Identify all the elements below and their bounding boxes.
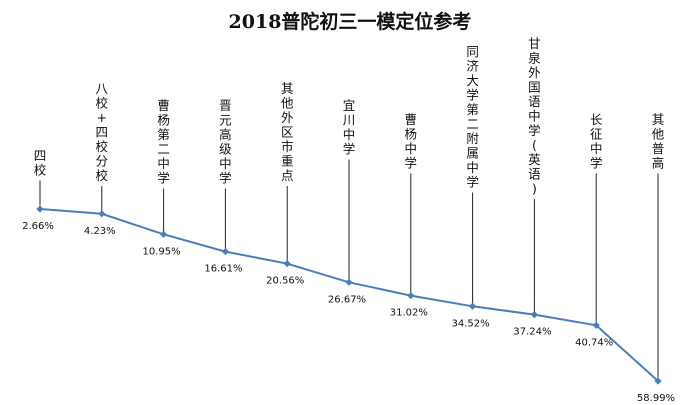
data-point bbox=[345, 278, 353, 286]
series bbox=[36, 205, 662, 385]
category-label: 同济大学第二附属中学 bbox=[466, 44, 479, 190]
value-labels: 2.66% 4.23% 10.95% 16.61% 20.56% 26.67% 31.02%… bbox=[22, 221, 675, 404]
leader-lines bbox=[39, 159, 659, 378]
category-label: 曹杨中学 bbox=[405, 112, 418, 171]
data-point bbox=[36, 205, 44, 213]
data-label: 16.61% bbox=[204, 264, 242, 275]
category-labels: 四校 八校+四校分校 曹杨第二中学 晋元高级中学 其他外区市重点 宜川中学 曹杨中学 同济大学… bbox=[34, 36, 665, 196]
data-point bbox=[160, 230, 168, 238]
data-label: 20.56% bbox=[266, 276, 304, 287]
data-label: 4.23% bbox=[84, 226, 116, 237]
category-label: 八校+四校分校 bbox=[96, 81, 109, 183]
data-label: 34.52% bbox=[452, 318, 490, 329]
category-label: 其他外区市重点 bbox=[281, 81, 294, 183]
data-label: 2.66% bbox=[22, 221, 54, 232]
data-label: 31.02% bbox=[390, 308, 428, 319]
data-point bbox=[530, 310, 538, 319]
data-label: 10.95% bbox=[143, 246, 181, 257]
data-label: 58.99% bbox=[637, 393, 675, 404]
category-label: 甘泉外国语中学(英语) bbox=[528, 36, 541, 196]
category-label: 宜川中学 bbox=[343, 98, 356, 157]
category-label: 长征中学 bbox=[590, 112, 603, 171]
data-point bbox=[407, 291, 415, 300]
data-point bbox=[654, 377, 662, 385]
category-label: 四校 bbox=[34, 148, 47, 178]
category-label: 其他普高 bbox=[652, 112, 665, 171]
chart-title: 2018普陀初三一模定位参考 bbox=[229, 10, 472, 33]
data-label: 37.24% bbox=[513, 327, 551, 338]
data-point bbox=[592, 321, 600, 329]
data-point bbox=[283, 260, 291, 268]
data-point bbox=[98, 210, 106, 218]
category-label: 晋元高级中学 bbox=[219, 98, 232, 186]
data-point bbox=[221, 247, 229, 256]
data-point bbox=[469, 302, 477, 310]
data-label: 40.74% bbox=[575, 337, 613, 348]
data-label: 26.67% bbox=[328, 294, 366, 305]
category-label: 曹杨第二中学 bbox=[157, 98, 170, 186]
